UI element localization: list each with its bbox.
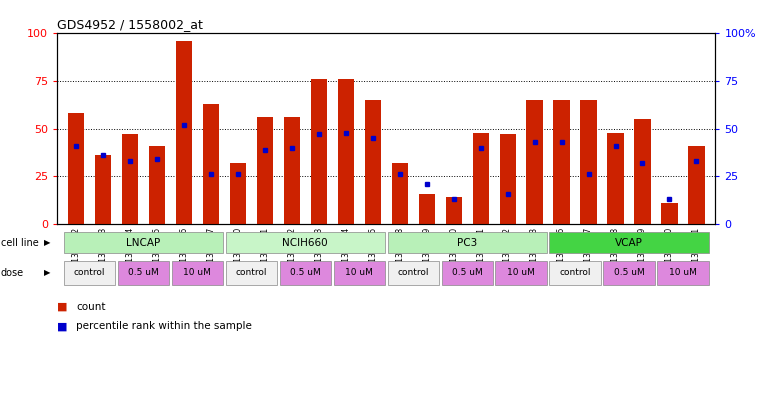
Bar <box>68 114 84 224</box>
Bar <box>635 119 651 224</box>
Bar <box>279 261 331 285</box>
Bar <box>202 104 219 224</box>
Text: 0.5 uM: 0.5 uM <box>128 268 159 277</box>
Bar <box>495 261 546 285</box>
Text: 0.5 uM: 0.5 uM <box>290 268 320 277</box>
Bar <box>603 261 654 285</box>
Bar <box>172 261 223 285</box>
Bar <box>445 197 462 224</box>
Bar <box>338 79 354 224</box>
Text: 0.5 uM: 0.5 uM <box>452 268 482 277</box>
Bar <box>226 261 277 285</box>
Bar <box>581 100 597 224</box>
Bar <box>689 146 705 224</box>
Text: control: control <box>236 268 267 277</box>
Bar <box>149 146 165 224</box>
Bar <box>392 163 408 224</box>
Bar <box>122 134 138 224</box>
Text: percentile rank within the sample: percentile rank within the sample <box>76 321 252 331</box>
Text: 0.5 uM: 0.5 uM <box>613 268 645 277</box>
Text: 10 uM: 10 uM <box>345 268 373 277</box>
Text: control: control <box>74 268 105 277</box>
Text: ▶: ▶ <box>44 238 51 247</box>
Bar <box>419 193 435 224</box>
Bar <box>226 232 385 253</box>
Bar <box>607 132 623 224</box>
Bar <box>661 203 677 224</box>
Text: GDS4952 / 1558002_at: GDS4952 / 1558002_at <box>57 18 203 31</box>
Text: PC3: PC3 <box>457 238 477 248</box>
Bar <box>365 100 380 224</box>
Text: cell line: cell line <box>1 238 39 248</box>
Bar <box>387 261 439 285</box>
Bar <box>118 261 169 285</box>
Text: dose: dose <box>1 268 24 278</box>
Bar <box>658 261 708 285</box>
Bar <box>310 79 327 224</box>
Bar <box>387 232 546 253</box>
Bar <box>333 261 385 285</box>
Bar <box>95 155 111 224</box>
Text: LNCAP: LNCAP <box>126 238 161 248</box>
Bar <box>256 117 273 224</box>
Bar <box>473 132 489 224</box>
Text: 10 uM: 10 uM <box>669 268 697 277</box>
Text: NCIH660: NCIH660 <box>282 238 328 248</box>
Text: VCAP: VCAP <box>615 238 643 248</box>
Bar <box>176 41 192 224</box>
Bar <box>527 100 543 224</box>
Text: control: control <box>559 268 591 277</box>
Bar <box>64 232 223 253</box>
Text: 10 uM: 10 uM <box>507 268 535 277</box>
Text: ■: ■ <box>57 301 68 312</box>
Text: ▶: ▶ <box>44 268 51 277</box>
Text: count: count <box>76 301 106 312</box>
Bar <box>441 261 493 285</box>
Bar <box>284 117 300 224</box>
Text: ■: ■ <box>57 321 68 331</box>
Bar <box>230 163 246 224</box>
Text: 10 uM: 10 uM <box>183 268 212 277</box>
Bar <box>549 261 600 285</box>
Bar <box>549 232 708 253</box>
Bar <box>499 134 516 224</box>
Bar <box>64 261 115 285</box>
Bar <box>553 100 570 224</box>
Text: control: control <box>397 268 429 277</box>
